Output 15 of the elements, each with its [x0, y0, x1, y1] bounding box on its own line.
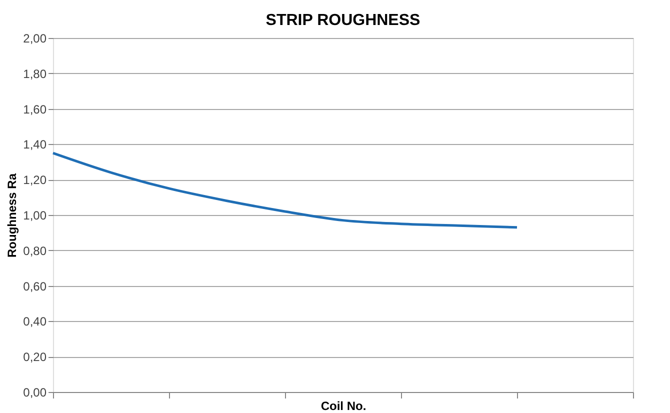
- y-tick-label: 0,00: [23, 386, 47, 400]
- chart-title: STRIP ROUGHNESS: [266, 12, 421, 29]
- y-tick-label: 0,60: [23, 279, 47, 294]
- y-tick-label: 1,60: [23, 102, 47, 116]
- y-tick-label: 0,20: [23, 350, 47, 364]
- x-axis-title: Coil No.: [320, 399, 366, 413]
- y-tick-label: 0,80: [23, 244, 47, 258]
- y-tick-label: 2,00: [23, 32, 47, 46]
- y-tick-label: 0,40: [23, 314, 47, 329]
- y-axis-title: Roughness Ra: [5, 173, 20, 258]
- y-tick-label: 1,20: [23, 173, 47, 188]
- y-tick-label: 1,40: [23, 138, 47, 152]
- y-tick-label: 1,00: [23, 208, 47, 222]
- line-series: [52, 152, 518, 229]
- y-tick-label: 1,80: [23, 66, 47, 81]
